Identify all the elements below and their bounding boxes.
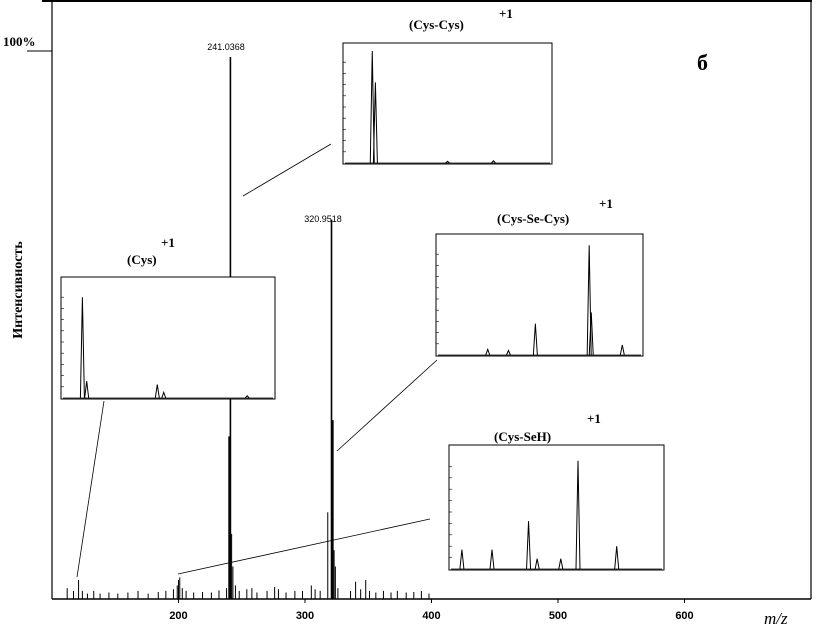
inset-charge-cys-cys: +1 <box>499 6 513 21</box>
peak-label-321: 320.9518 <box>304 214 342 224</box>
inset-peak <box>485 347 491 356</box>
callout-line-cys-se-cys <box>336 359 438 452</box>
inset-peak <box>369 50 375 164</box>
panel-label: б <box>697 50 708 75</box>
inset-peak <box>84 381 90 399</box>
inset-peak <box>532 323 538 356</box>
inset-peak <box>79 297 85 399</box>
inset-label-cys-se-cys: (Cys-Se-Cys) <box>497 211 569 226</box>
inset-peak <box>154 384 160 399</box>
inset-peak <box>489 549 495 570</box>
x-tick-labels: 200 300 400 500 600 <box>169 599 694 622</box>
callout-line-cys-seh <box>177 518 431 575</box>
callout-line-cys <box>76 400 105 578</box>
inset-peak <box>372 82 378 164</box>
x-tick-label: 400 <box>422 610 440 622</box>
y-max-label: 100% <box>3 34 36 49</box>
inset-cys-se-cys: (Cys-Se-Cys) +1 <box>435 196 644 357</box>
x-tick-label: 300 <box>296 610 314 622</box>
x-axis-label: m/z <box>764 609 788 628</box>
inset-peak <box>614 546 620 570</box>
inset-label-cys-seh: (Cys-SeH) <box>494 429 551 444</box>
inset-label-cys-cys: (Cys-Cys) <box>409 17 464 32</box>
inset-charge-cys-se-cys: +1 <box>599 196 613 211</box>
inset-cys-cys: (Cys-Cys) +1 <box>342 6 553 165</box>
inset-peak <box>491 160 496 164</box>
inset-charge-cys-seh: +1 <box>587 411 601 426</box>
inset-peak <box>526 521 532 570</box>
x-tick-label: 600 <box>675 610 693 622</box>
callout-line-cys-cys <box>242 143 332 197</box>
inset-peak <box>445 160 450 164</box>
x-tick-label: 200 <box>169 610 187 622</box>
inset-peak <box>575 460 581 570</box>
inset-charge-cys: +1 <box>161 235 175 250</box>
inset-peak <box>558 558 564 570</box>
inset-peak <box>161 390 167 399</box>
inset-cys-seh: (Cys-SeH) +1 <box>448 411 665 571</box>
y-axis-label: Интенсивность <box>11 241 26 339</box>
inset-peak <box>459 549 465 570</box>
inset-peak <box>244 395 250 399</box>
inset-peak <box>534 558 540 570</box>
inset-label-cys: (Cys) <box>127 252 157 267</box>
peak-label-241: 241.0368 <box>207 42 245 52</box>
inset-peak <box>588 312 594 356</box>
inset-peak <box>505 349 511 356</box>
x-tick-label: 500 <box>549 610 567 622</box>
inset-cys: (Cys) +1 <box>60 235 276 400</box>
inset-peak <box>619 344 625 356</box>
